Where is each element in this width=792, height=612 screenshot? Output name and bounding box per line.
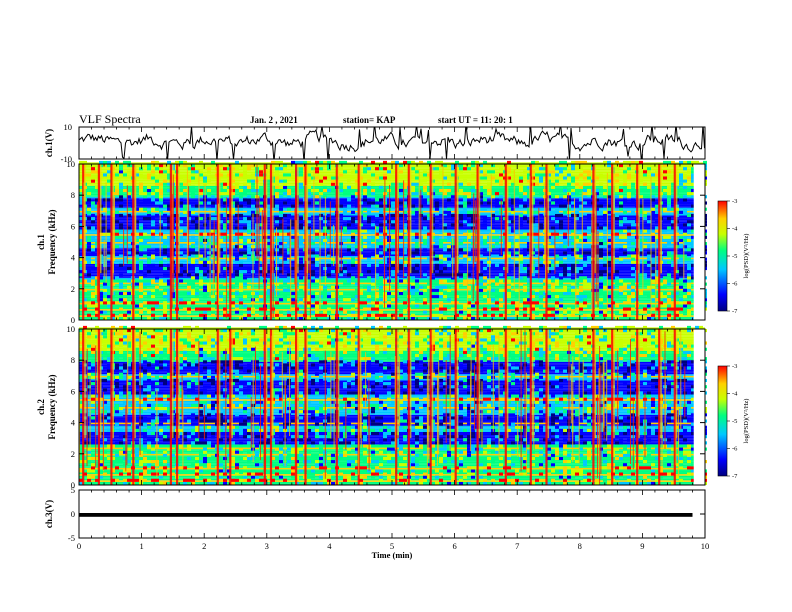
- x-tick-label: 3: [265, 541, 269, 551]
- ch1-wave-ylabel: ch.1(V): [44, 129, 54, 157]
- colorbar-tick-label: -4: [732, 226, 738, 233]
- x-tick-label: 1: [139, 541, 143, 551]
- station-label: station= KAP: [343, 115, 396, 125]
- ch2-spec-ylabel-frequency: Frequency (kHz): [47, 374, 57, 439]
- colorbar-tick-label: -5: [732, 418, 737, 425]
- colorbar-tick-label: -7: [732, 473, 738, 480]
- ch2-spectrogram-image: [79, 325, 707, 485]
- colorbar-tick-label: -4: [732, 391, 738, 398]
- spectrogram-ytick-label: 8: [71, 190, 75, 200]
- ch3-waveform-trace: [79, 513, 693, 517]
- ch1-spec-ylabel-channel: ch.1: [36, 234, 46, 250]
- date-label: Jan. 2 , 2021: [250, 115, 298, 125]
- ch2-spec-ylabel-channel: ch.2: [36, 399, 46, 415]
- colorbar-tick-label: -7: [732, 308, 738, 315]
- colorbar-tick-label: -3: [732, 198, 737, 205]
- x-tick-label: 2: [202, 541, 206, 551]
- ch1-wave-ytick-bottom: -10: [61, 154, 72, 164]
- spectrogram-ytick-label: 6: [71, 386, 75, 396]
- colorbar-tick-label: -3: [732, 363, 737, 370]
- figure-title: VLF Spectra: [79, 112, 141, 126]
- ch1-spectrogram-image: [79, 160, 707, 320]
- spectrogram-ytick-label: 6: [71, 221, 75, 231]
- ch1-spec-ylabel-frequency: Frequency (kHz): [47, 209, 57, 274]
- spectrogram-ytick-label: 8: [71, 355, 75, 365]
- x-tick-label: 5: [390, 541, 394, 551]
- ch3-waveform-panel: 5 0 -5 ch.3(V): [44, 485, 706, 543]
- ch1-waveform-trace: [79, 127, 705, 159]
- spectrogram-ytick-label: 2: [71, 449, 75, 459]
- ch1-waveform-panel: 10 -10 ch.1(V): [44, 122, 706, 164]
- ch2-colorbar: -3 -4 -5 -6 -7 log(PSD)(V²/Hz): [717, 363, 750, 480]
- x-tick-label: 0: [77, 541, 81, 551]
- ch2-spectrogram-panel: 0 2 4 6 8 10 ch.2 Frequency (kHz) -3 -4 -5 -6 -7 l…: [36, 324, 750, 490]
- spectrogram-ytick-label: 0: [71, 315, 75, 325]
- x-tick-label: 4: [327, 541, 332, 551]
- ch3-wave-ylabel: ch.3(V): [44, 500, 54, 528]
- ch3-ytick-label: -5: [68, 533, 75, 543]
- x-tick-label: 8: [578, 541, 582, 551]
- colorbar-tick-label: -5: [732, 253, 737, 260]
- ch3-ytick-label: 0: [71, 509, 75, 519]
- ch1-wave-ytick-top: 10: [64, 122, 73, 132]
- spectrogram-ytick-label: 2: [71, 284, 75, 294]
- spectrogram-ytick-label: 0: [71, 480, 75, 490]
- ch3-ytick-label: 5: [71, 485, 75, 495]
- x-axis-label: Time (min): [372, 550, 413, 560]
- x-tick-label: 10: [701, 541, 710, 551]
- colorbar-label: log(PSD)(V²/Hz): [743, 399, 750, 444]
- colorbar-label: log(PSD)(V²/Hz): [743, 234, 750, 279]
- spectrogram-ytick-label: 4: [71, 253, 76, 263]
- ch1-spectrogram-panel: 0 2 4 6 8 10 ch.1 Frequency (kHz) -3 -4 -5 -6 -7 l…: [36, 159, 750, 325]
- x-tick-label: 9: [640, 541, 644, 551]
- spectrogram-ytick-label: 10: [67, 324, 76, 334]
- x-tick-label: 7: [515, 541, 519, 551]
- ch1-colorbar: -3 -4 -5 -6 -7 log(PSD)(V²/Hz): [717, 198, 750, 315]
- start-time-label: start UT = 11: 20: 1: [438, 115, 513, 125]
- colorbar-tick-label: -6: [732, 281, 738, 288]
- time-axis: 0 1 2 3 4 5 6 7 8 9 10: [77, 127, 709, 551]
- spectrogram-ytick-label: 10: [67, 159, 76, 169]
- colorbar-tick-label: -6: [732, 446, 738, 453]
- x-tick-label: 6: [452, 541, 456, 551]
- spectrogram-ytick-label: 4: [71, 418, 76, 428]
